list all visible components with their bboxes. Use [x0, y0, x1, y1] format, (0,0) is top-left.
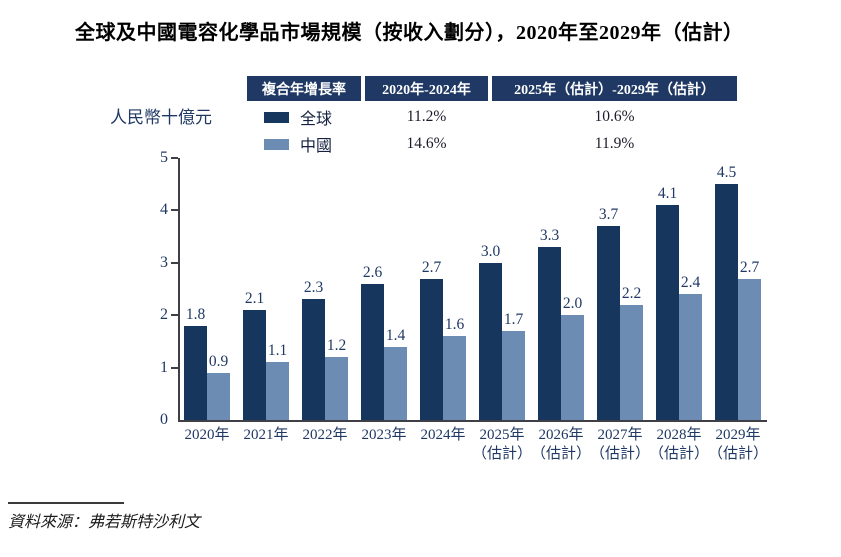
- cagr-row-china: 中國 14.6% 11.9%: [247, 133, 737, 155]
- cagr-header-period2: 2025年（估計）-2029年（估計）: [492, 76, 737, 101]
- bar-global-5: [479, 262, 502, 420]
- bar-global-0: [184, 325, 207, 420]
- y-tick-mark: [171, 261, 178, 264]
- bar-value-label: 1.6: [444, 316, 465, 334]
- y-tick-label: 2: [160, 306, 168, 324]
- legend-item-china: 中國: [247, 132, 361, 156]
- source-note: 資料來源：弗若斯特沙利文: [8, 514, 201, 531]
- bar-value-label: 2.3: [303, 279, 324, 297]
- x-tick-label: 2022年: [302, 427, 348, 443]
- x-tick-label: 2024年: [420, 427, 466, 443]
- bar-value-label: 4.5: [716, 164, 737, 182]
- y-tick-label: 5: [160, 149, 168, 166]
- chart-title: 全球及中國電容化學品市場規模（按收入劃分），2020年至2029年（估計）: [75, 22, 744, 44]
- bar-global-6: [538, 247, 561, 420]
- y-tick-label: 0: [160, 411, 168, 428]
- y-tick-label: 3: [160, 253, 168, 271]
- cagr-table-header-row: 複合年增長率 2020年-2024年 2025年（估計）-2029年（估計）: [247, 76, 737, 101]
- y-tick-label: 4: [160, 201, 168, 219]
- china-series-label: 中國: [300, 138, 333, 155]
- x-tick-label: 2020年: [184, 427, 230, 443]
- bar-value-label: 1.4: [385, 326, 406, 344]
- bar-global-8: [656, 205, 679, 420]
- bar-value-label: 1.1: [267, 342, 288, 360]
- x-tick-label: 2028年 （估計）: [648, 427, 709, 462]
- bar-value-label: 0.9: [208, 352, 229, 370]
- x-tick-label: 2025年 （估計）: [471, 427, 532, 462]
- bar-value-label: 2.6: [362, 263, 383, 281]
- bar-global-3: [361, 283, 384, 420]
- y-tick-label: 1: [160, 358, 168, 376]
- x-tick-label: 2027年 （估計）: [589, 427, 650, 462]
- y-tick-mark: [171, 157, 178, 159]
- global-series-swatch: [264, 111, 289, 123]
- x-tick-label: 2021年: [243, 427, 289, 443]
- bar-value-label: 2.2: [621, 284, 642, 302]
- bar-china-1: [266, 362, 289, 420]
- bar-value-label: 2.1: [244, 289, 265, 307]
- bar-value-label: 2.4: [680, 274, 701, 292]
- bar-value-label: 1.2: [326, 337, 347, 355]
- bar-value-label: 3.7: [598, 206, 619, 224]
- bar-value-label: 2.7: [421, 258, 442, 276]
- bar-china-0: [207, 372, 230, 420]
- bar-value-label: 2.7: [739, 258, 760, 276]
- bar-china-6: [561, 315, 584, 420]
- x-tick-label: 2026年 （估計）: [530, 427, 591, 462]
- china-cagr-period1: 14.6%: [406, 135, 447, 152]
- bar-china-2: [325, 357, 348, 420]
- x-tick-label: 2023年: [361, 427, 407, 443]
- bar-china-7: [620, 304, 643, 420]
- y-tick-mark: [171, 209, 178, 212]
- cagr-row-global: 全球 11.2% 10.6%: [247, 106, 737, 128]
- bar-value-label: 3.3: [539, 227, 560, 245]
- bar-china-5: [502, 330, 525, 420]
- bar-global-2: [302, 299, 325, 420]
- bar-global-9: [715, 184, 738, 420]
- china-cagr-period2: 11.9%: [594, 135, 635, 152]
- source-divider: [8, 502, 124, 504]
- bar-value-label: 4.1: [657, 185, 678, 203]
- global-series-label: 全球: [300, 111, 333, 128]
- bar-value-label: 3.0: [480, 242, 501, 260]
- bar-value-label: 2.0: [562, 295, 583, 313]
- y-tick-mark: [171, 366, 178, 369]
- bar-global-7: [597, 226, 620, 420]
- china-series-swatch: [264, 138, 289, 150]
- x-tick-label: 2029年 （估計）: [707, 427, 768, 462]
- global-cagr-period2: 10.6%: [594, 108, 635, 125]
- bar-global-4: [420, 278, 443, 420]
- bar-china-3: [384, 346, 407, 420]
- y-axis-title: 人民幣十億元: [110, 108, 212, 127]
- bar-value-label: 1.7: [503, 310, 524, 328]
- plot-area: 0 1 2 3 4 5 1.8 2.1 2.3 2.6 2.7 3.0 3.3 3.7 4.1 4.5 0.9 1…: [160, 149, 768, 462]
- bar-china-4: [443, 336, 466, 420]
- cagr-header-period1: 2020年-2024年: [365, 76, 488, 101]
- cagr-legend-table: 複合年增長率 2020年-2024年 2025年（估計）-2029年（估計） 全…: [247, 76, 737, 155]
- bar-china-8: [679, 294, 702, 420]
- global-cagr-period1: 11.2%: [406, 108, 447, 125]
- y-tick-mark: [171, 314, 178, 317]
- bar-global-1: [243, 309, 266, 420]
- bar-value-label: 1.8: [185, 305, 206, 323]
- cagr-header-label: 複合年增長率: [247, 76, 361, 101]
- bar-china-9: [738, 278, 761, 420]
- legend-item-global: 全球: [247, 105, 361, 129]
